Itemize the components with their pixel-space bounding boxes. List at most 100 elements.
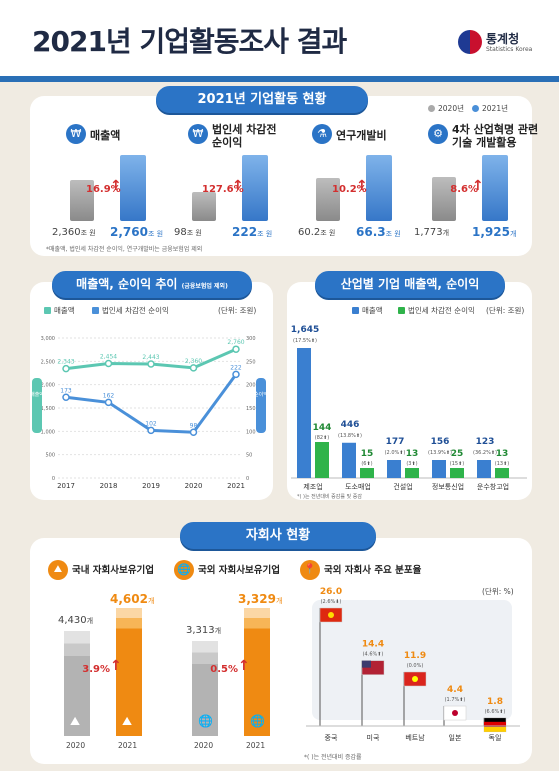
sales-label: 177 [386, 437, 405, 447]
point [62, 364, 70, 373]
header: 2021년 기업활동조사 결과 통계청 Statistics Korea [0, 0, 559, 82]
bar-2020-2 [316, 177, 340, 221]
pin-icon: 📍 [300, 560, 320, 580]
data-label: 102 [145, 420, 157, 427]
point [147, 426, 155, 435]
legend-profit: 법인세 차감전 순이익 [92, 305, 169, 316]
kpi-label-1: 법인세 차감전 순이익 [212, 123, 277, 149]
legend-2020: 2020년 [428, 103, 464, 114]
statistics-korea-logo-icon [458, 30, 482, 54]
kpi-2021-value-0: 2,760조 원 [110, 225, 164, 239]
sales-change: (13.9%⬆) [428, 450, 452, 456]
kpi-label-2: 연구개발비 [336, 129, 387, 142]
note-status: *매출액, 법인세 차감전 순이익, 연구개발비는 금융보험업 제외 [46, 246, 203, 253]
category-label: 운수창고업 [477, 483, 509, 491]
country-label: 미국 [367, 733, 380, 742]
kpi-change-1: 127.6% [202, 184, 244, 195]
section-title-trend: 매출액, 순이익 추이 (금융보험업 제외) [52, 271, 252, 298]
point [189, 428, 198, 437]
org-name-en: Statistics Korea [486, 46, 533, 53]
sales-label: 156 [431, 437, 450, 447]
category-label: 건설업 [393, 482, 412, 491]
dist-value: 26.0 [320, 587, 342, 597]
trend-line-chart: 3,000 300 2,500 250 2,000 200 1,500 150 1,000 100… [30, 336, 268, 490]
domestic-sub-title: 국내 자회사보유기업 [72, 565, 154, 576]
kpi-icon-1: ₩ [188, 124, 208, 144]
kpi-label-3: 4차 산업혁명 관련 기술 개발활용 [452, 123, 539, 149]
bar-2020-p2 [192, 641, 218, 736]
y-right-tick: 200 [246, 383, 256, 389]
distribution-title: 국외 자회사 주요 분포율 [324, 565, 422, 576]
x-tick: 2018 [100, 482, 118, 490]
data-label: 2,443 [142, 354, 159, 361]
y-right-tick: 0 [246, 476, 249, 482]
bar-2021-1 [242, 155, 268, 221]
year-label: 2020 [194, 741, 214, 750]
flag-stripe [484, 726, 506, 732]
data-label: 2,760 [227, 339, 244, 346]
profit-change: (13⬆) [495, 461, 510, 467]
profit-label: 144 [313, 423, 332, 433]
y-right-tick: 150 [246, 406, 256, 412]
bar-2021-p2 [244, 608, 270, 736]
profit-bar [315, 442, 329, 478]
y-right-tick: 50 [246, 453, 252, 459]
year-label: 2020 [66, 741, 86, 750]
up-arrow-icon: ↑ [110, 658, 122, 674]
point [104, 359, 113, 368]
kpi-2021-value-2: 66.3조 원 [356, 225, 401, 239]
dist-value: 1.8 [487, 697, 503, 707]
trend-unit: (단위: 조원) [218, 306, 257, 315]
x-tick: 2021 [227, 482, 245, 490]
kpi-label-0: 매출액 [90, 129, 121, 142]
year-label: 2021 [246, 741, 266, 750]
sales-bar [432, 460, 446, 478]
flag-stripe [484, 721, 506, 727]
sales-label: 1,645 [291, 325, 319, 335]
section-title-industry: 산업별 기업 매출액, 순이익 [315, 271, 505, 298]
dist-change: (0.0%) [407, 663, 424, 669]
country-label: 독일 [489, 733, 502, 742]
sales-bar [477, 460, 491, 478]
sub-2020-value-p2: 3,313개 [186, 625, 222, 636]
data-label: 2,454 [100, 353, 117, 360]
point [189, 364, 198, 372]
kpi-2021-value-3: 1,925개 [472, 225, 517, 239]
sub-change-p2: 0.5% [210, 664, 238, 675]
kpi-change-3: 8.6% [450, 184, 478, 195]
y-left-tick: 3,000 [41, 336, 55, 342]
kpi-2020-value-3: 1,773개 [414, 227, 450, 238]
y-left-tick: 500 [45, 453, 55, 459]
legend-ind-profit: 법인세 차감전 순이익 [398, 305, 475, 316]
y-right-badge [256, 378, 266, 433]
sub-2021-value-p2: 3,329개 [238, 592, 283, 606]
dist-change: (4.6%⬆) [363, 652, 384, 658]
kpi-change-2: 10.2% [332, 184, 367, 195]
country-label: 중국 [325, 734, 338, 742]
bar-2020-0 [70, 180, 94, 221]
kpi-2021-value-1: 222조 원 [232, 225, 273, 239]
dist-change: (6.6%⬆) [485, 709, 506, 715]
y-left-badge [32, 378, 42, 433]
data-label: 2,360 [185, 358, 202, 365]
sales-change: (17.5%⬆) [293, 338, 317, 344]
korea-map-icon: ⛰ [48, 560, 68, 580]
kpi-change-0: 16.9% [86, 184, 121, 195]
industry-bar-chart: 1,645 (17.5%⬆) 144 (82⬆) 제조업 446 (13.8%⬆) 15 (6⬆… [291, 325, 527, 500]
up-arrow-icon: ↑ [356, 178, 368, 194]
page-title: 2021년 기업활동조사 결과 [32, 25, 347, 58]
country-label: 일본 [449, 733, 462, 742]
data-label: 173 [60, 387, 72, 394]
bar-2020-1 [192, 191, 216, 221]
legend-ind-sales: 매출액 [352, 305, 383, 316]
point [147, 360, 155, 368]
note-distribution: *( )는 전년대비 증감률 [304, 754, 362, 761]
sales-bar [342, 442, 356, 478]
kpi-icon-0: ₩ [66, 124, 86, 144]
section-title-status: 2021년 기업활동 현황 [156, 86, 368, 113]
sub-2020-value-p1: 4,430개 [58, 615, 94, 626]
point [232, 345, 240, 353]
sales-label: 123 [476, 437, 495, 447]
y-right-label: 순이익 [254, 391, 268, 398]
sales-bar [387, 460, 401, 478]
